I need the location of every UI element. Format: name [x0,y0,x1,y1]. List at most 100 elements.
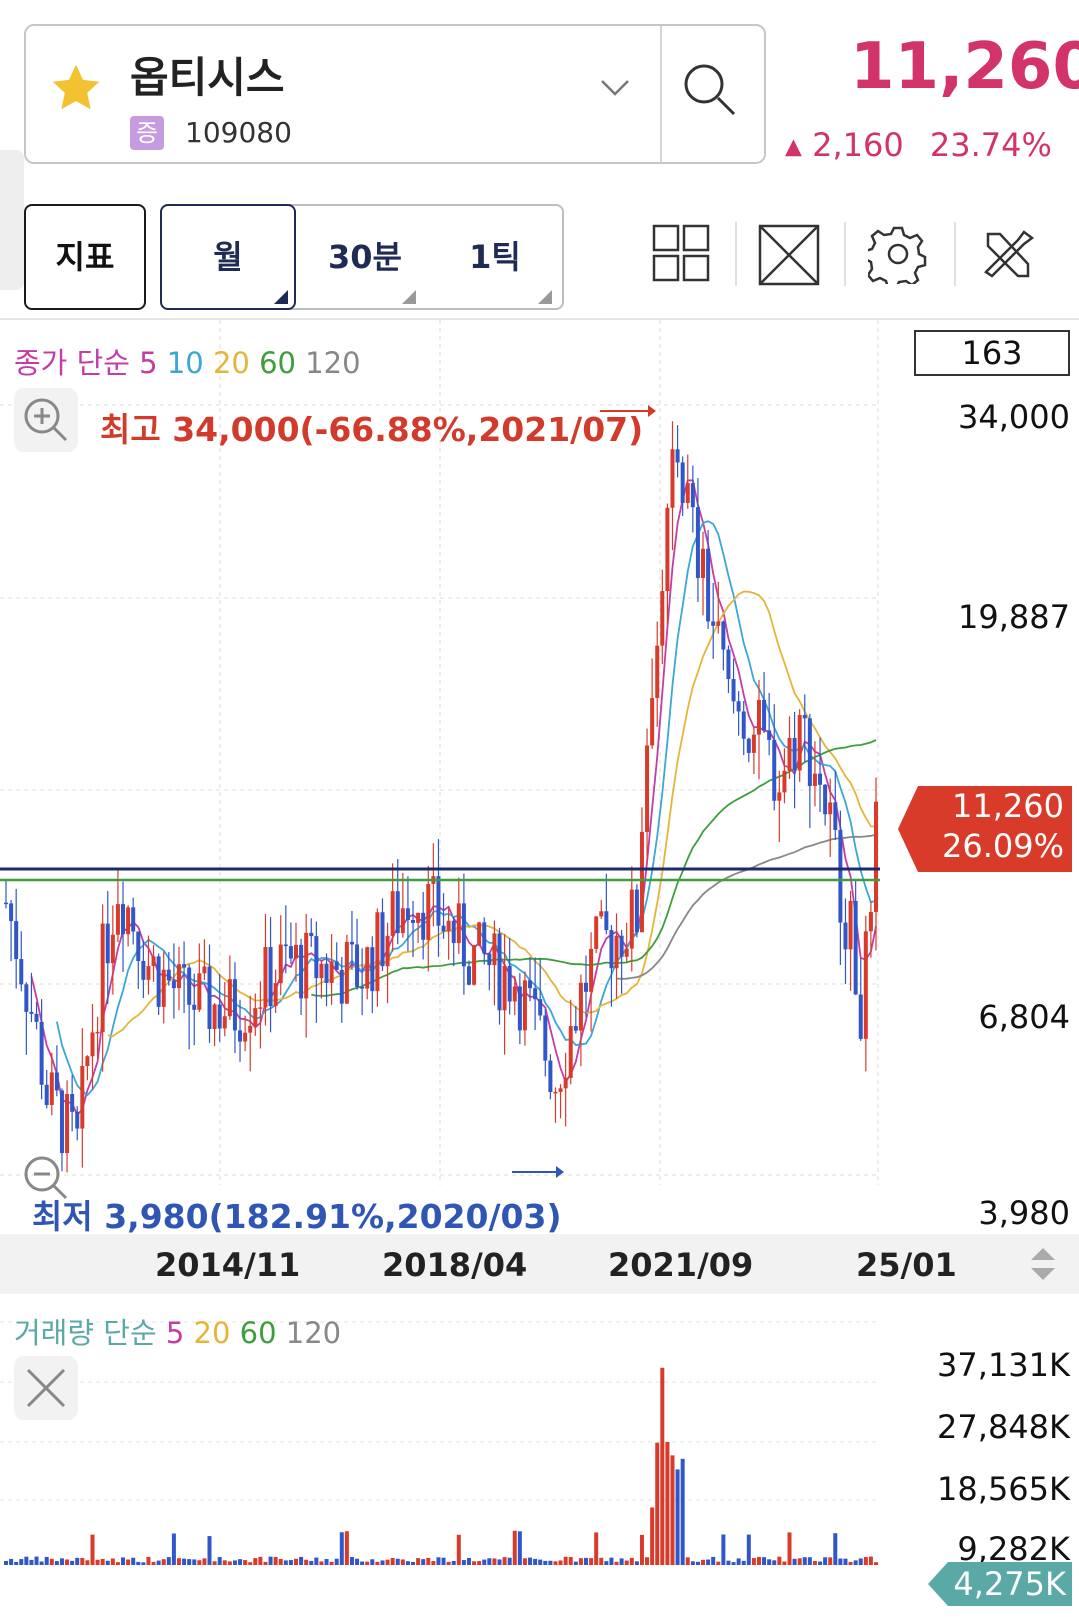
scroll-arrows-icon[interactable] [1028,1244,1058,1288]
candle [258,1007,263,1009]
volume-bar [278,1558,283,1565]
volume-bar [202,1558,207,1565]
volume-y-tick: 27,848K [937,1408,1070,1446]
candle [756,699,761,735]
volume-bar [151,1561,156,1565]
volume-bar [741,1560,746,1565]
moving-average-line [311,739,877,997]
volume-bar [746,1534,751,1565]
zoom-out-icon[interactable] [14,1146,78,1210]
period-month-button[interactable]: 월 [160,204,296,310]
volume-bar [874,1562,878,1565]
candle [446,920,451,932]
volume-bar [487,1558,492,1565]
candle [294,944,298,959]
volume-bar [466,1557,471,1565]
fullscreen-icon[interactable] [758,224,820,290]
volume-bar [701,1559,706,1565]
volume-bar [675,1469,680,1565]
candle [192,1004,197,1010]
volume-bar [614,1561,619,1565]
volume-bar [629,1557,634,1565]
search-icon[interactable] [680,60,740,124]
volume-bar [309,1560,314,1565]
volume-bar [34,1556,39,1565]
candle [522,980,527,1031]
candle [660,591,665,646]
candle [726,649,731,680]
period-30min-button[interactable]: 30분 [328,238,402,276]
candle [187,967,192,1005]
volume-bar [797,1558,802,1565]
candle [227,979,232,1017]
volume-bar [650,1507,655,1565]
side-drawer-handle[interactable] [0,150,24,290]
price-legend: 종가 단순 5 10 20 60 120 [14,340,361,382]
volume-bar [390,1558,395,1565]
candle [95,1031,100,1034]
indicator-button[interactable]: 지표 [24,204,146,310]
divider [954,222,956,286]
volume-bar [431,1561,436,1565]
candle [741,711,746,739]
legend-prefix: 거래량 단순 [14,1316,157,1350]
legend-period: 20 [212,346,250,380]
market-badge: 증 [130,116,164,150]
candle [278,944,283,984]
current-price: 11,260 [850,30,1079,104]
tools-icon[interactable] [978,224,1038,288]
volume-bar [792,1558,797,1565]
candle [548,1060,553,1093]
volume-bar [477,1561,482,1565]
favorite-star-icon[interactable] [48,60,104,120]
candle [675,449,680,463]
candle [304,932,309,999]
current-price-value: 11,260 [952,787,1064,825]
candle [685,483,690,503]
volume-bar [227,1561,232,1565]
candle [792,737,797,771]
candle [858,994,863,1039]
candle [680,462,685,503]
zoom-in-icon[interactable] [14,388,78,452]
candle [90,1032,95,1057]
volume-bar [176,1558,181,1565]
gear-icon[interactable] [863,224,928,290]
volume-bar [370,1559,375,1565]
grid-icon[interactable] [652,224,710,286]
close-icon[interactable] [14,1356,78,1420]
volume-bar [283,1560,288,1565]
volume-bar [238,1559,243,1565]
volume-bar [823,1557,828,1565]
volume-bar [156,1560,161,1565]
candle [853,900,858,995]
volume-bar [344,1531,349,1565]
volume-bar [751,1558,756,1565]
candle [563,1077,568,1089]
volume-bar [349,1557,354,1565]
period-tick-button[interactable]: 1틱 [469,238,521,276]
candle [243,1032,248,1042]
legend-period: 60 [239,1316,277,1350]
candle [762,699,767,731]
volume-bar [685,1557,690,1565]
candle [670,449,675,508]
volume-bar [497,1559,502,1565]
candle [466,966,471,985]
volume-bar [314,1557,319,1565]
high-annotation: 최고 34,000(-66.88%,2021/07) [100,410,644,449]
candle [701,548,706,579]
volume-bar [812,1561,817,1565]
volume-bar [161,1559,166,1565]
candle [248,1025,253,1033]
volume-bar [385,1559,390,1565]
candle [171,980,176,989]
volume-bar [736,1558,741,1565]
volume-bar [29,1559,34,1565]
chevron-down-icon[interactable] [600,78,630,102]
x-axis-strip[interactable] [0,1234,1079,1294]
volume-bar [441,1557,446,1565]
legend-prefix: 종가 단순 [14,346,130,380]
price-chart[interactable] [0,320,1079,1620]
current-price-pct: 26.09% [941,827,1064,865]
